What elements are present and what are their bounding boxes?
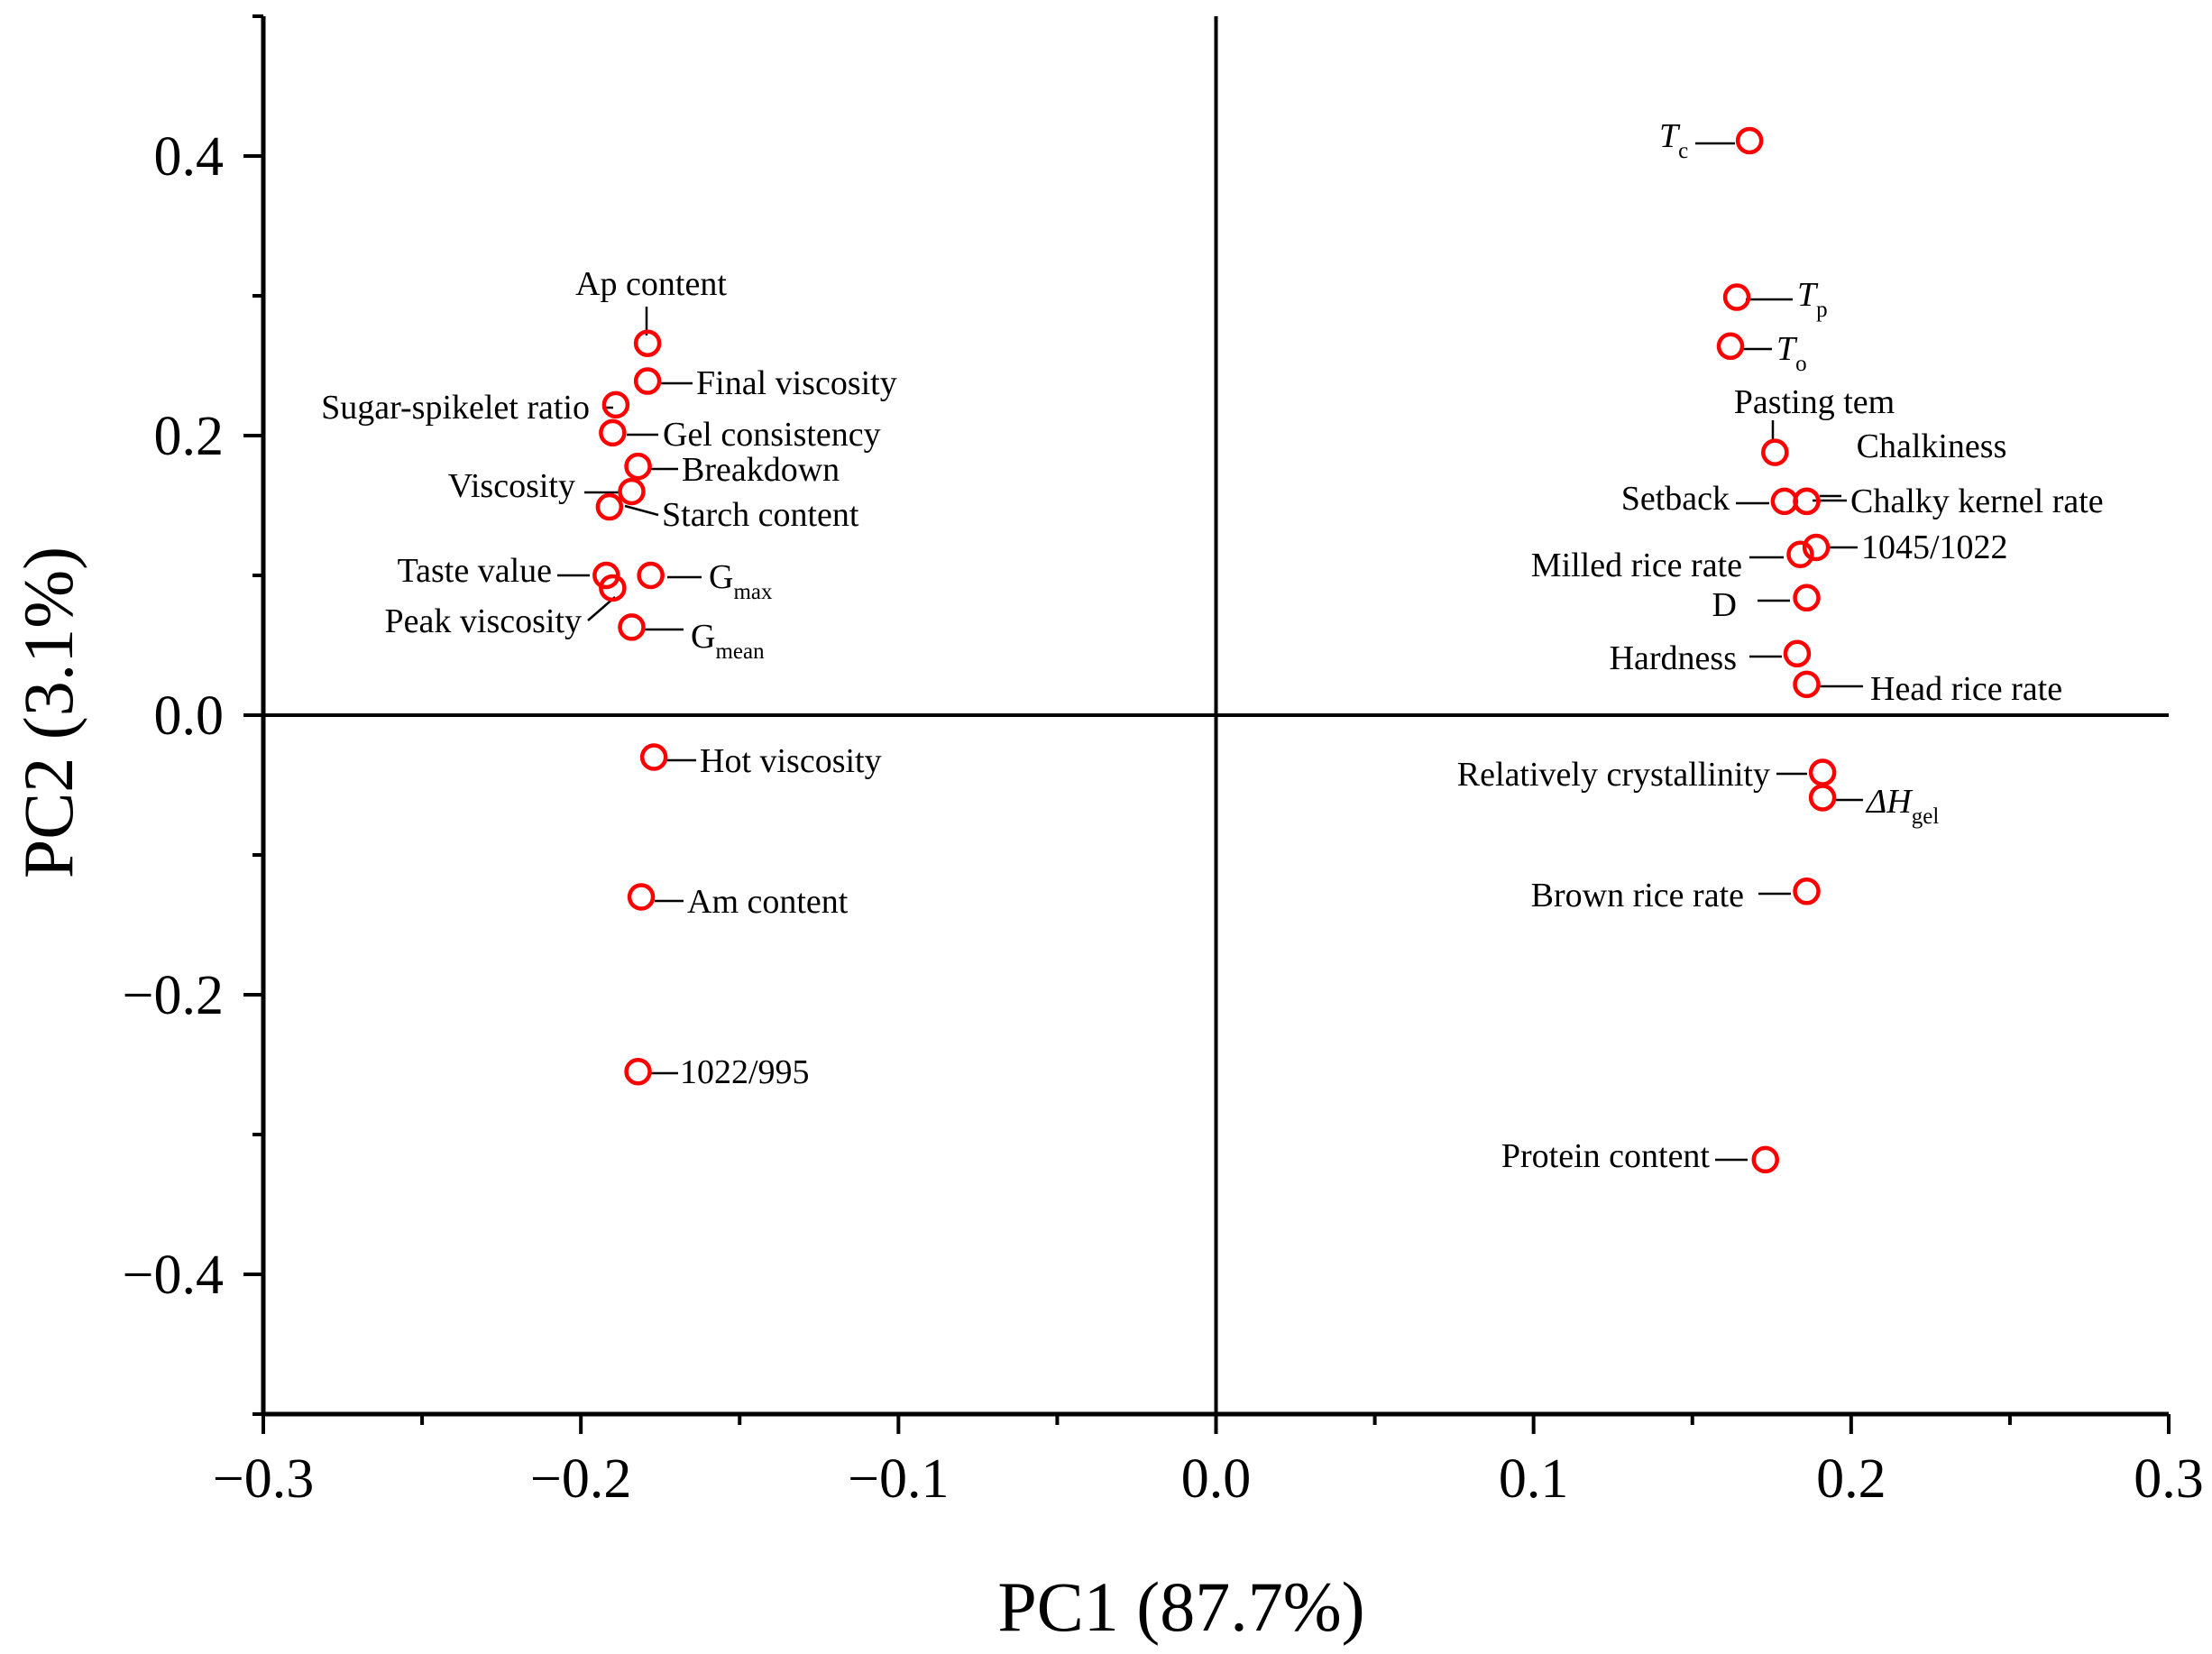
label-gel-consistency: Gel consistency (663, 416, 881, 454)
point-final-viscosity (633, 367, 662, 395)
x-tick-label: 0.0 (1181, 1448, 1252, 1510)
point-protein-content (1751, 1145, 1779, 1174)
point-tp (1722, 283, 1751, 311)
label-am-content: Am content (687, 883, 849, 921)
point-1045-1022 (1802, 533, 1831, 562)
label-brown-rice-rate: Brown rice rate (1531, 877, 1744, 914)
label-chalky-kernel-rate: Chalky kernel rate (1850, 482, 2104, 520)
label-tp: Tp (1797, 276, 1828, 322)
label-milled-rice-rate: Milled rice rate (1531, 547, 1742, 584)
point-relatively-crystallinity (1808, 758, 1837, 786)
point-starch-content (595, 492, 624, 521)
point-to (1716, 332, 1745, 361)
y-tick-label: 0.2 (154, 406, 225, 467)
label-hardness: Hardness (1610, 639, 1737, 677)
label-ap-content: Ap content (575, 265, 727, 303)
point-chalky-kernel-rate (1793, 487, 1821, 516)
point-am-content (627, 883, 656, 911)
label-starch-content: Starch content (662, 496, 859, 534)
point-viscosity (618, 477, 646, 506)
point-milled-rice-rate (1786, 540, 1814, 568)
data-points (592, 126, 1837, 1174)
point-sugar-spikelet-ratio (601, 391, 630, 419)
label-setback: Setback (1621, 480, 1730, 518)
point-ap-content (633, 329, 662, 357)
label-hgel: ΔHgel (1865, 783, 1939, 829)
x-tick-label: −0.1 (848, 1448, 949, 1510)
label-1022-995: 1022/995 (680, 1053, 810, 1091)
label-taste-value: Taste value (398, 552, 552, 590)
label-sugar-spikelet-ratio: Sugar-spikelet ratio (321, 389, 590, 427)
x-tick-label: −0.2 (530, 1448, 631, 1510)
x-axis-title: PC1 (87.7%) (997, 1567, 1364, 1646)
point-hot-viscosity (639, 743, 668, 771)
x-tick-label: −0.3 (213, 1448, 314, 1510)
label-viscosity: Viscosity (448, 467, 575, 505)
point-pasting-tem (1761, 438, 1789, 466)
axis-ticks (243, 14, 2171, 1434)
label-hot-viscosity: Hot viscosity (700, 742, 882, 780)
y-tick-label: 0.0 (154, 685, 225, 747)
y-tick-label: −0.2 (123, 965, 224, 1026)
x-tick-label: 0.3 (2134, 1448, 2204, 1510)
label-pasting-tem: Pasting tem (1734, 383, 1895, 421)
point-setback (1770, 487, 1799, 516)
label-breakdown: Breakdown (682, 451, 840, 489)
point-breakdown (624, 452, 652, 481)
leader-starch-content (624, 504, 659, 517)
point-peak-viscosity (599, 574, 627, 602)
point-gel-consistency (599, 418, 627, 447)
point-gmax (637, 561, 665, 590)
point-hgel (1808, 784, 1837, 812)
x-tick-label: 0.1 (1499, 1448, 1569, 1510)
label-tc: Tc (1659, 117, 1688, 163)
label-1045-1022: 1045/1022 (1861, 528, 2008, 566)
x-tick-label: 0.2 (1816, 1448, 1886, 1510)
point-1022-995 (624, 1058, 652, 1086)
label-d: D (1712, 586, 1737, 624)
point-tc (1735, 126, 1764, 155)
label-relatively-crystallinity: Relatively crystallinity (1457, 756, 1770, 794)
point-labels: Ap content Final viscosity Sugar-spikelet … (321, 117, 2104, 1175)
point-hardness (1783, 639, 1812, 668)
point-gmean (618, 613, 646, 641)
tick-labels: −0.3 −0.2 −0.1 0.0 0.1 0.2 0.3 −0.4 −0.2 0.0 0.2 0.… (123, 126, 2204, 1510)
label-protein-content: Protein content (1501, 1137, 1711, 1175)
label-peak-viscosity: Peak viscosity (385, 602, 582, 640)
plot-frame (261, 16, 2169, 1417)
point-head-rice-rate (1793, 670, 1821, 699)
label-final-viscosity: Final viscosity (696, 364, 897, 402)
label-chalkiness: Chalkiness (1857, 427, 2007, 465)
point-brown-rice-rate (1793, 878, 1821, 905)
y-tick-label: −0.4 (123, 1245, 224, 1306)
y-tick-label: 0.4 (154, 126, 225, 188)
label-gmean: Gmean (691, 618, 765, 664)
label-to: To (1776, 330, 1807, 376)
y-axis-title: PC2 (3.1%) (9, 547, 87, 878)
point-d (1793, 583, 1821, 612)
label-head-rice-rate: Head rice rate (1870, 670, 2062, 708)
label-gmax: Gmax (709, 558, 773, 604)
